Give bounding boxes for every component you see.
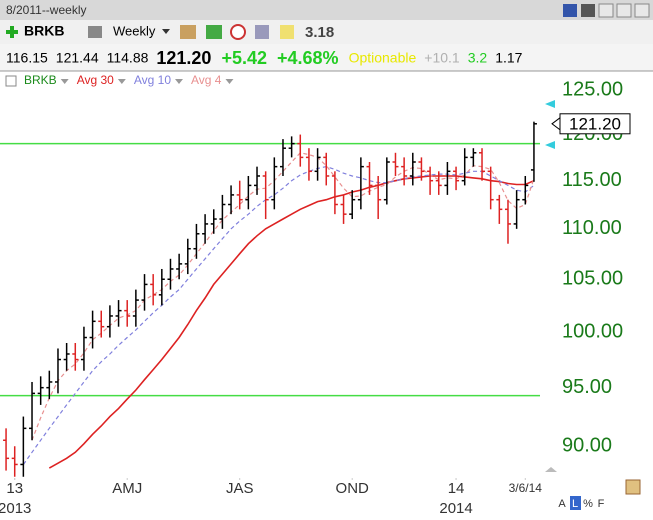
window-button[interactable] (581, 4, 595, 17)
icon[interactable] (88, 26, 102, 38)
dropdown-arrow (225, 79, 234, 84)
icon[interactable] (280, 25, 294, 39)
y-tick-label: 110.00 (562, 217, 622, 239)
quote-value: Optionable (349, 50, 417, 66)
add-icon[interactable] (6, 26, 18, 38)
window-button[interactable] (616, 3, 632, 18)
y-tick-label: 125.00 (562, 79, 623, 101)
quote-value: +5.42 (221, 48, 267, 68)
legend-entry[interactable]: Avg 30 (77, 73, 114, 87)
title-bar (0, 0, 653, 20)
icon[interactable] (255, 25, 269, 39)
footer-button[interactable]: A (558, 498, 566, 510)
footer-button-bg (570, 496, 581, 510)
plot-area (0, 121, 540, 477)
x-tick-label: 2013 (0, 500, 31, 517)
legend-entry[interactable]: BRKB (24, 73, 57, 87)
legend: BRKB Avg 30 Avg 10 Avg 4 (5, 73, 234, 87)
window-title: 8/2011--weekly (6, 3, 86, 17)
marker (545, 100, 555, 149)
x-tick-label: JAS (226, 480, 254, 497)
toolbar-value: 3.18 (305, 24, 334, 41)
y-tick-label: 115.00 (562, 169, 622, 191)
quote-value: 1.17 (495, 50, 522, 66)
footer-button[interactable]: % (583, 498, 593, 510)
period-select[interactable]: Weekly (113, 23, 156, 38)
icon[interactable] (230, 24, 246, 40)
x-tick-label: 13 (6, 480, 23, 497)
legend-entry[interactable]: Avg 4 (191, 73, 222, 87)
toolbar-symbol[interactable]: BRKB (24, 23, 64, 39)
moving-average (31, 152, 535, 441)
quote-value: 3.2 (468, 50, 488, 66)
window-button[interactable] (634, 3, 650, 18)
quote-value: +10.1 (424, 50, 460, 66)
x-tick-label: 2014 (439, 500, 472, 517)
dropdown-arrow (175, 79, 183, 84)
x-tick-label: 14 (448, 480, 465, 497)
window-button[interactable] (563, 4, 577, 17)
y-tick-label: 105.00 (562, 268, 623, 290)
x-tick-label: 3/6/14 (509, 481, 543, 495)
quote-row (0, 44, 653, 71)
moving-average (48, 175, 535, 469)
y-tick-label: 95.00 (562, 376, 612, 398)
moving-average (22, 165, 535, 465)
icon[interactable] (180, 25, 196, 39)
legend-entry[interactable]: Avg 10 (134, 73, 171, 87)
quote-value: 116.15 (6, 50, 48, 66)
quote-value: 114.88 (107, 50, 149, 66)
legend-swatch (5, 75, 17, 87)
x-tick-label: AMJ (112, 480, 142, 497)
icon[interactable] (206, 25, 222, 39)
quote-value: +4.68% (277, 48, 339, 68)
x-tick-label: OND (336, 480, 370, 497)
last-price-box (559, 113, 631, 135)
last-price-label: 121.20 (569, 114, 621, 133)
dropdown-arrow (117, 79, 126, 84)
dropdown-arrow (60, 79, 69, 84)
last-price-pointer (551, 116, 561, 131)
quote-value: 121.20 (156, 48, 211, 68)
dropdown-arrow (162, 29, 170, 34)
marker (545, 467, 557, 472)
footer-button[interactable]: F (598, 498, 605, 510)
quote-value: 121.44 (56, 50, 99, 66)
toolbar (0, 20, 653, 44)
y-tick-label: 100.00 (562, 320, 623, 342)
footer-button[interactable]: L (572, 498, 578, 510)
quote: 116.15 121.44 114.88 121.20 +5.42 +4.68% Optio… (6, 48, 523, 68)
pencil-icon[interactable] (625, 479, 641, 495)
window-button[interactable] (598, 3, 614, 18)
y-tick-label: 90.00 (562, 435, 612, 457)
footer: A L% F (558, 496, 605, 510)
